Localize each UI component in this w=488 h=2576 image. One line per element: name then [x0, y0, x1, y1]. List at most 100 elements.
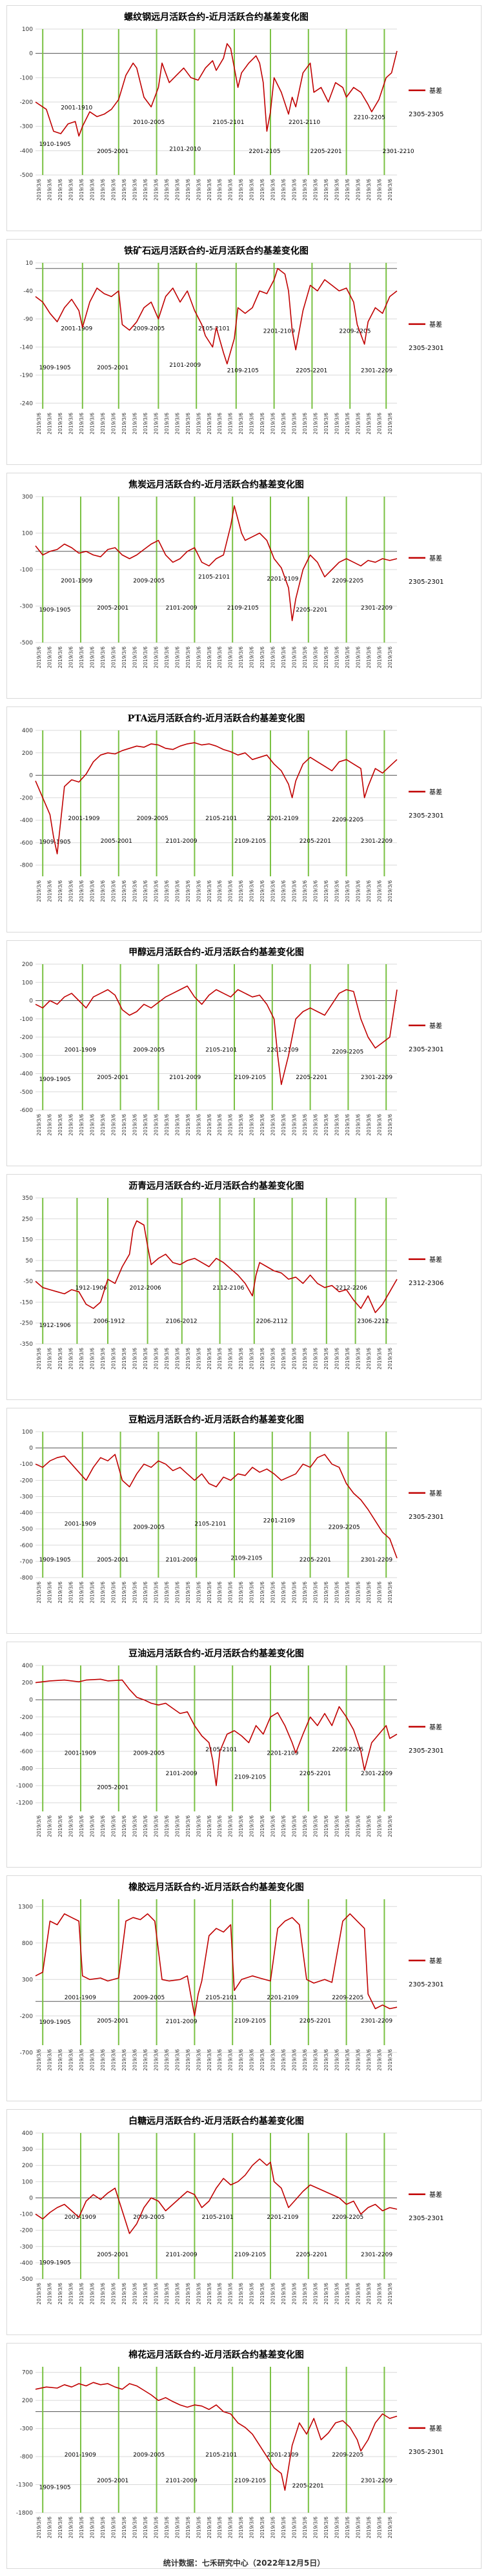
y-tick-label: -300 — [20, 124, 34, 130]
x-tick-label: 2019/3/6 — [79, 2283, 85, 2305]
x-tick-label: 2019/3/6 — [217, 2517, 223, 2539]
contract-segment-label: 2005-2001 — [97, 1784, 128, 1791]
x-tick-label: 2019/3/6 — [312, 2517, 318, 2539]
contract-segment-label: 2205-2201 — [296, 1075, 327, 1081]
y-tick-label: 150 — [22, 1237, 33, 1244]
x-tick-label: 2019/3/6 — [111, 880, 117, 902]
x-tick-label: 2019/3/6 — [249, 1582, 255, 1603]
x-tick-label: 2019/3/6 — [228, 646, 234, 668]
x-tick-label: 2019/3/6 — [259, 1114, 265, 1136]
contract-segment-label: 2205-2201 — [296, 368, 327, 375]
x-tick-label: 2019/3/6 — [345, 880, 351, 902]
x-tick-label: 2019/3/6 — [132, 1582, 137, 1603]
x-tick-label: 2019/3/6 — [57, 2517, 63, 2539]
x-tick-label: 2019/3/6 — [217, 179, 223, 201]
contract-segment-label: 2209-2205 — [332, 1049, 363, 1055]
y-tick-label: 250 — [22, 1216, 33, 1222]
x-tick-label: 2019/3/6 — [387, 413, 393, 435]
x-tick-label: 2019/3/6 — [312, 1114, 318, 1136]
x-tick-label: 2019/3/6 — [345, 179, 351, 201]
x-tick-label: 2019/3/6 — [312, 179, 318, 201]
legend-contract-pair: 2305-2301 — [409, 1046, 444, 1053]
x-tick-label: 2019/3/6 — [132, 646, 137, 668]
x-tick-label: 2019/3/6 — [217, 1348, 223, 1370]
x-tick-label: 2019/3/6 — [217, 880, 223, 902]
x-tick-label: 2019/3/6 — [174, 1348, 180, 1370]
contract-segment-label: 2201-2109 — [267, 1995, 298, 2001]
x-tick-label: 2019/3/6 — [153, 2283, 159, 2305]
basis-series-line — [35, 43, 398, 137]
x-tick-label: 2019/3/6 — [249, 1815, 255, 1837]
x-tick-label: 2019/3/6 — [355, 2283, 361, 2305]
x-tick-label: 2019/3/6 — [387, 1815, 393, 1837]
x-tick-label: 2019/3/6 — [217, 2283, 223, 2305]
x-tick-label: 2019/3/6 — [387, 1114, 393, 1136]
contract-segment-label: 2012-2006 — [130, 1285, 161, 1292]
y-tick-label: 300 — [22, 1977, 33, 1983]
contract-segment-label: 2101-2009 — [166, 838, 198, 845]
x-tick-label: 2019/3/6 — [132, 2283, 137, 2305]
x-tick-label: 2019/3/6 — [355, 2517, 361, 2539]
legend-label: 基差 — [429, 788, 442, 796]
basis-chart: 沥青远月活跃合约-近月活跃合约基差变化图 350 250 150 50 -50 -150 -2… — [20, 1180, 444, 1370]
x-tick-label: 2019/3/6 — [100, 880, 106, 902]
x-tick-label: 2019/3/6 — [196, 179, 201, 201]
x-tick-label: 2019/3/6 — [270, 2049, 276, 2071]
contract-segment-label: 2205-2201 — [300, 838, 331, 845]
legend-contract-pair: 2305-2301 — [409, 1981, 444, 1988]
x-tick-label: 2019/3/6 — [111, 1114, 117, 1136]
legend-label: 基差 — [429, 2424, 442, 2433]
x-tick-label: 2019/3/6 — [387, 2517, 393, 2539]
contract-segment-label: 2201-2109 — [267, 2452, 298, 2458]
x-tick-label: 2019/3/6 — [68, 646, 74, 668]
chart-panel: 沥青远月活跃合约-近月活跃合约基差变化图 350 250 150 50 -50 -150 -2… — [6, 1174, 482, 1400]
x-tick-label: 2019/3/6 — [121, 646, 127, 668]
x-tick-label: 2019/3/6 — [90, 1114, 96, 1136]
x-tick-label: 2019/3/6 — [174, 880, 180, 902]
x-tick-label: 2019/3/6 — [217, 2049, 223, 2071]
x-tick-label: 2019/3/6 — [57, 880, 63, 902]
x-tick-label: 2019/3/6 — [68, 880, 74, 902]
x-tick-label: 2019/3/6 — [259, 2049, 265, 2071]
legend-contract-pair: 2305-2301 — [409, 345, 444, 352]
x-tick-label: 2019/3/6 — [207, 1114, 212, 1136]
x-tick-label: 2019/3/6 — [111, 1582, 117, 1603]
x-tick-label: 2019/3/6 — [47, 646, 53, 668]
x-tick-label: 2019/3/6 — [334, 179, 340, 201]
x-tick-label: 2019/3/6 — [207, 413, 212, 435]
x-tick-label: 2019/3/6 — [36, 1582, 42, 1603]
x-tick-label: 2019/3/6 — [153, 1815, 159, 1837]
contract-segment-label: 2010-2005 — [133, 119, 165, 126]
x-tick-label: 2019/3/6 — [345, 1815, 351, 1837]
x-tick-label: 2019/3/6 — [292, 1114, 298, 1136]
x-tick-label: 2019/3/6 — [292, 2049, 298, 2071]
x-tick-label: 2019/3/6 — [90, 880, 96, 902]
x-tick-label: 2019/3/6 — [196, 1582, 201, 1603]
x-tick-label: 2019/3/6 — [207, 1348, 212, 1370]
x-tick-label: 2019/3/6 — [68, 413, 74, 435]
x-tick-label: 2019/3/6 — [228, 2049, 234, 2071]
contract-segment-label: 2109-2105 — [234, 2018, 266, 2025]
x-tick-label: 2019/3/6 — [57, 2283, 63, 2305]
x-tick-label: 2019/3/6 — [174, 1815, 180, 1837]
contract-segment-label: 1910-1905 — [39, 141, 71, 148]
x-tick-label: 2019/3/6 — [36, 1114, 42, 1136]
x-tick-label: 2019/3/6 — [238, 2283, 244, 2305]
x-tick-label: 2019/3/6 — [355, 1114, 361, 1136]
contract-segment-label: 1909-1905 — [39, 365, 71, 371]
contract-segment-label: 2209-2205 — [332, 817, 363, 823]
x-tick-label: 2019/3/6 — [366, 2049, 372, 2071]
y-tick-label: -1300 — [16, 2482, 33, 2489]
legend-contract-pair: 2305-2301 — [409, 812, 444, 819]
x-tick-label: 2019/3/6 — [100, 1815, 106, 1837]
x-tick-label: 2019/3/6 — [355, 1582, 361, 1603]
x-tick-label: 2019/3/6 — [259, 179, 265, 201]
legend-contract-pair: 2305-2301 — [409, 2215, 444, 2222]
legend-label: 基差 — [429, 1957, 442, 1965]
contract-segment-label: 2205-2201 — [300, 1771, 331, 1777]
x-tick-label: 2019/3/6 — [292, 413, 298, 435]
chart-title: 甲醇远月活跃合约-近月活跃合约基差变化图 — [128, 947, 304, 958]
chart-title: PTA远月活跃合约-近月活跃合约基差变化图 — [128, 713, 305, 724]
x-tick-label: 2019/3/6 — [121, 1348, 127, 1370]
x-tick-label: 2019/3/6 — [302, 1348, 308, 1370]
